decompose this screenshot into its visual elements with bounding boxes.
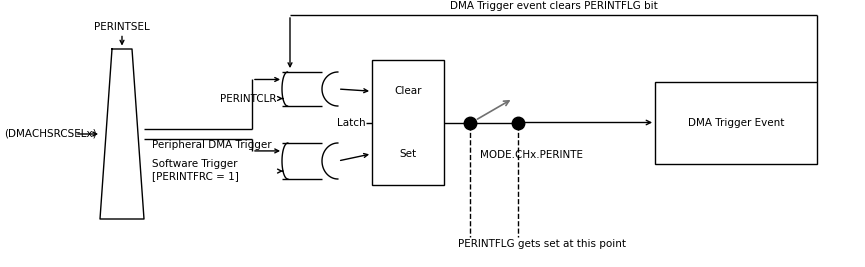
Text: PERINTFLG gets set at this point: PERINTFLG gets set at this point xyxy=(458,239,626,249)
Text: Latch: Latch xyxy=(337,117,366,128)
Text: Clear: Clear xyxy=(394,86,422,96)
Text: (DMACHSRCSELx): (DMACHSRCSELx) xyxy=(4,129,97,139)
FancyBboxPatch shape xyxy=(372,60,444,185)
Text: MODE.CHx.PERINTE: MODE.CHx.PERINTE xyxy=(480,151,583,160)
Text: Software Trigger: Software Trigger xyxy=(152,159,238,169)
Text: [PERINTFRC = 1]: [PERINTFRC = 1] xyxy=(152,171,239,181)
Text: DMA Trigger Event: DMA Trigger Event xyxy=(688,118,785,128)
Text: PERINTSEL: PERINTSEL xyxy=(94,22,150,32)
FancyBboxPatch shape xyxy=(655,82,817,164)
Text: DMA Trigger event clears PERINTFLG bit: DMA Trigger event clears PERINTFLG bit xyxy=(450,1,657,11)
Text: PERINTCLR: PERINTCLR xyxy=(220,93,277,104)
Text: Set: Set xyxy=(400,149,417,159)
Text: Peripheral DMA Trigger: Peripheral DMA Trigger xyxy=(152,140,272,150)
